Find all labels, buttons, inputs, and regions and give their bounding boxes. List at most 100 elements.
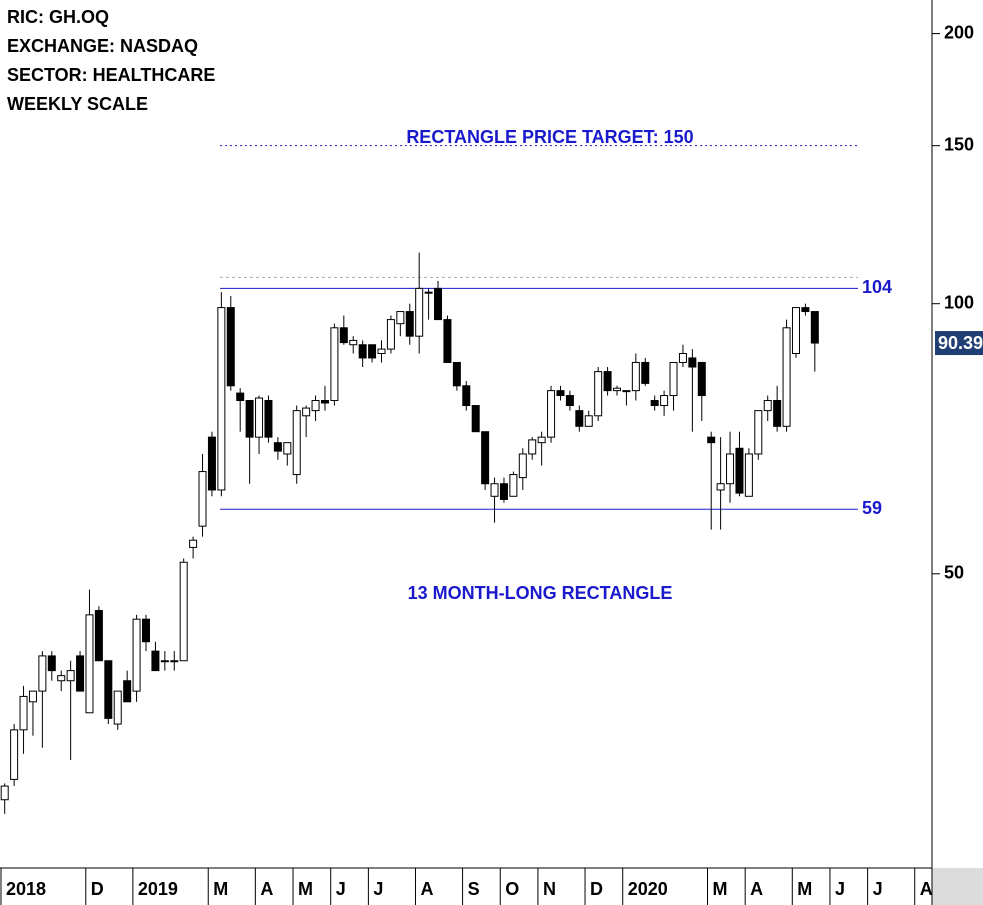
candle-body [38,655,47,692]
x-tick-label: J [873,879,883,899]
candle-body [57,675,66,682]
candle-body [377,348,386,354]
candle-body [782,327,791,427]
candle-body [189,539,198,548]
candle-body [66,670,75,682]
candle-body [669,361,678,397]
candle-body [76,655,85,692]
y-tick-label: 50 [944,563,964,583]
candle-body [471,405,480,433]
candle-body [650,400,659,407]
candle-body [556,390,565,397]
candle-body [452,361,461,387]
candle-body [565,395,574,407]
candle-body [763,400,772,412]
candle-body [292,410,301,476]
candle-body [198,471,207,527]
candle-body [678,352,687,363]
header-text: SECTOR: HEALTHCARE [7,65,215,85]
candle-body [499,483,508,501]
candle-body [339,327,348,344]
x-tick-label: O [505,879,519,899]
x-tick-label: M [797,879,812,899]
candle-body [245,400,254,438]
candle-body [104,660,113,719]
x-tick-label: M [298,879,313,899]
level-label: 59 [862,498,882,518]
candle-body [707,436,716,444]
candle-body [575,410,584,427]
header-text: EXCHANGE: NASDAQ [7,36,198,56]
last-price-box [935,331,983,356]
candle-body [754,410,763,455]
candle-body [660,395,669,407]
candle-body [434,287,443,321]
x-tick-label: D [91,879,104,899]
x-tick-label: J [336,879,346,899]
x-tick-label: A [260,879,273,899]
candle-body [142,618,150,643]
candle-body [132,618,141,692]
x-tick-label: 2020 [628,879,668,899]
candle-body [744,453,753,497]
y-tick-label: 200 [944,22,974,42]
candle-body [443,319,452,363]
candle-body [716,483,725,491]
candle-body [537,436,546,444]
candle-body [236,392,245,402]
candle-body [810,311,819,344]
candle-body [264,400,273,438]
candle-body [217,307,226,491]
level-label: 104 [862,277,892,297]
candle-body [283,442,292,455]
x-tick-label: A [420,879,433,899]
candle-body [255,397,264,438]
candle-body [368,344,377,359]
x-tick-label: M [713,879,728,899]
candle-body [330,327,339,402]
candle-body [528,439,537,455]
candle-body [509,474,518,497]
x-tick-label: N [543,879,556,899]
candle-body [320,400,329,404]
candle-body [622,390,631,393]
candle-body [226,307,235,387]
x-tick-label: S [468,879,480,899]
candle-body [726,453,735,485]
candle-body [0,785,9,801]
candle-body [735,447,744,494]
header-text: RIC: GH.OQ [7,7,109,27]
y-tick-label: 100 [944,292,974,312]
candle-body [481,431,490,485]
candle-body [151,650,160,672]
candle-body [603,371,612,392]
x-tick-label: 2019 [138,879,178,899]
candle-body [28,690,37,703]
candle-body [113,690,122,725]
candle-body [462,385,471,407]
candle-body [791,307,800,354]
candle-body [94,610,103,662]
candle-body [584,415,593,427]
candle-body [801,307,810,313]
candle-body [85,614,94,714]
x-tick-label: A [920,879,933,899]
candle-body [594,371,603,417]
candle-body [773,400,782,427]
annotation: 13 MONTH-LONG RECTANGLE [408,583,673,603]
candle-body [631,361,640,392]
header-text: WEEKLY SCALE [7,94,148,114]
candle-body [19,695,28,731]
candle-body [170,660,179,663]
x-tick-label: J [373,879,383,899]
candle-body [10,729,19,780]
target-label: RECTANGLE PRICE TARGET: 150 [406,127,693,147]
candle-body [547,390,556,438]
candle-body [358,344,367,359]
x-tick-label: J [835,879,845,899]
candle-body [424,291,433,294]
candle-body [405,311,414,337]
candle-body [302,407,311,417]
x-tick-label: M [213,879,228,899]
candle-body [273,442,282,452]
